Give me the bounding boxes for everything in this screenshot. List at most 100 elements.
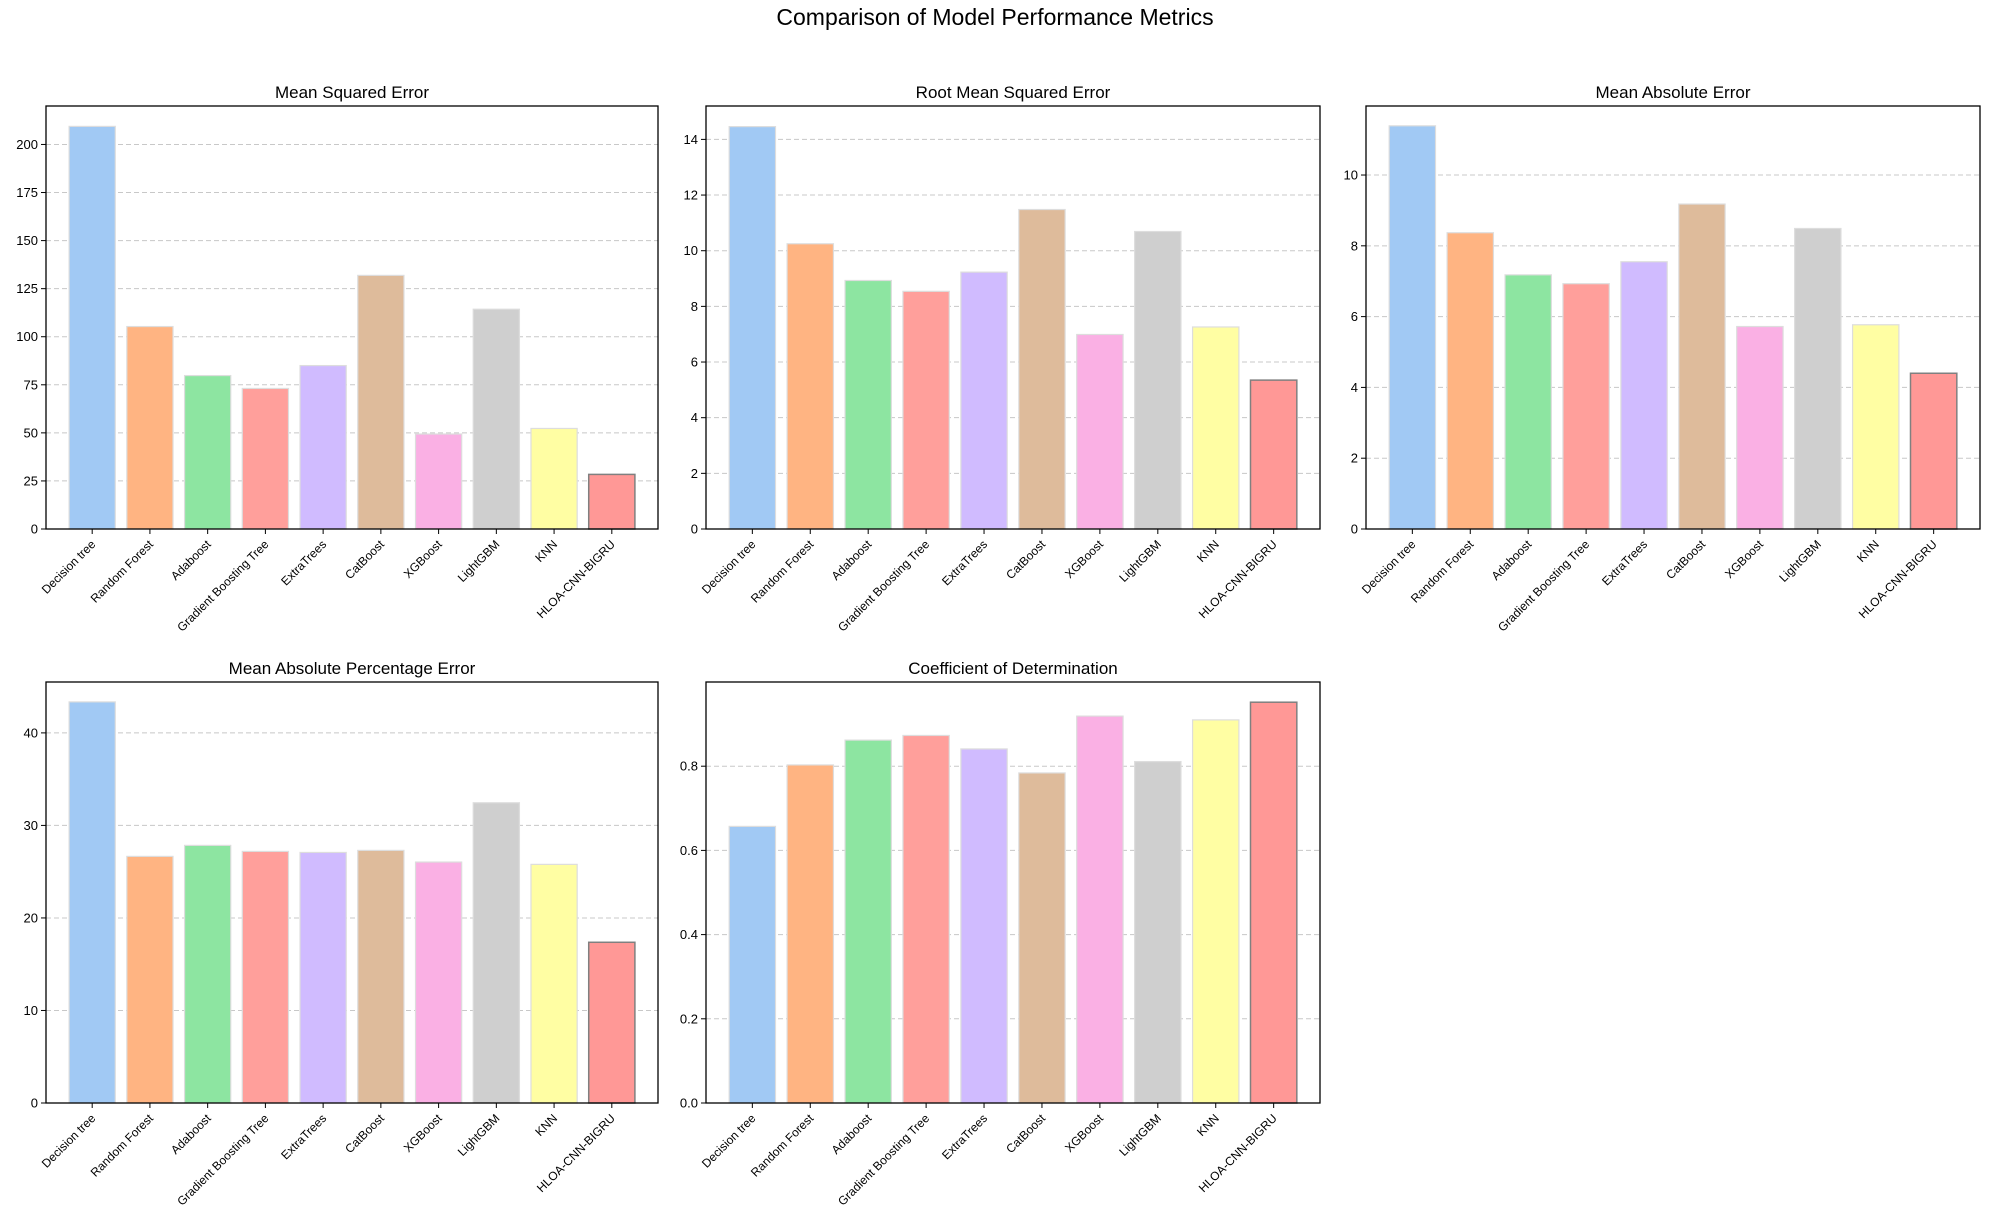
bar-decision-tree (1388, 125, 1437, 530)
bar-gradient-boosting-tree (1562, 283, 1610, 530)
bar-extratrees (299, 851, 347, 1104)
bar-extratrees (299, 364, 347, 530)
subplot-title: Mean Absolute Error (1596, 83, 1751, 102)
bar-catboost (357, 274, 405, 530)
x-tick-label: CatBoost (1663, 537, 1708, 582)
bar-decision-tree (68, 701, 116, 1104)
axes-frame (45, 105, 659, 530)
axes-frame (705, 105, 1321, 530)
x-tick-label: Adaboost (1489, 537, 1535, 583)
bar-xgboost (414, 861, 463, 1104)
bar-lightgbm (1134, 760, 1182, 1104)
bar-gradient-boosting-tree (241, 387, 290, 530)
x-tick-label: XGBoost (1062, 1111, 1106, 1155)
y-tick-label: 125 (16, 281, 38, 296)
x-tick-label: LightGBM (1776, 537, 1824, 585)
x-tick-label: CatBoost (1003, 1111, 1048, 1156)
x-tick-label: XGBoost (1722, 537, 1766, 581)
bar-adaboost (183, 844, 232, 1104)
y-tick-label: 8 (1351, 238, 1358, 253)
x-tick-label: ExtraTrees (278, 537, 329, 588)
x-tick-label: CatBoost (342, 537, 387, 582)
x-tick-label: KNN (532, 537, 560, 565)
x-tick-label: Adaboost (168, 1111, 214, 1157)
bar-extratrees (960, 748, 1008, 1104)
bar-hloa-cnn-bigru (1909, 372, 1958, 530)
bar-hloa-cnn-bigru (1249, 379, 1298, 530)
bar-gradient-boosting-tree (902, 290, 950, 530)
x-tick-label: KNN (1854, 537, 1882, 565)
y-tick-label: 0 (691, 522, 698, 537)
x-tick-label: KNN (532, 1111, 560, 1139)
axes-frame (1365, 105, 1981, 530)
bar-decision-tree (728, 125, 777, 530)
bar-random-forest (126, 325, 174, 530)
bar-catboost (1018, 772, 1066, 1104)
subplot-title: Mean Absolute Percentage Error (229, 659, 476, 678)
y-tick-label: 100 (16, 329, 38, 344)
y-tick-label: 50 (24, 425, 38, 440)
figure-title: Comparison of Model Performance Metrics (776, 4, 1214, 30)
y-tick-label: 0 (31, 1096, 38, 1111)
bar-catboost (357, 849, 405, 1104)
axes-frame (45, 681, 659, 1104)
bar-random-forest (126, 855, 174, 1104)
y-tick-label: 12 (684, 188, 698, 203)
y-tick-label: 2 (691, 466, 698, 481)
bar-xgboost (1076, 333, 1124, 530)
y-tick-label: 0 (31, 522, 38, 537)
y-tick-label: 30 (24, 818, 38, 833)
bar-random-forest (786, 243, 835, 530)
x-tick-label: KNN (1194, 537, 1222, 565)
y-tick-label: 20 (24, 910, 38, 925)
y-tick-label: 0 (1351, 522, 1358, 537)
y-tick-label: 0.8 (680, 759, 698, 774)
bar-xgboost (414, 433, 463, 530)
bar-decision-tree (728, 825, 777, 1104)
y-tick-label: 10 (1344, 168, 1358, 183)
bar-catboost (1018, 208, 1066, 530)
y-tick-label: 8 (691, 299, 698, 314)
y-tick-label: 150 (16, 233, 38, 248)
x-tick-label: ExtraTrees (939, 1111, 990, 1162)
subplot-title: Mean Squared Error (275, 83, 429, 102)
x-tick-label: XGBoost (401, 1111, 445, 1155)
x-tick-label: KNN (1194, 1111, 1222, 1139)
bar-lightgbm (472, 308, 521, 530)
bar-knn (1851, 324, 1900, 530)
x-tick-label: Decision tree (39, 537, 99, 597)
bar-xgboost (1736, 325, 1784, 530)
x-tick-label: LightGBM (1116, 1111, 1164, 1159)
bar-adaboost (1504, 274, 1552, 530)
x-tick-label: Adaboost (829, 1111, 875, 1157)
y-tick-label: 25 (24, 473, 38, 488)
bar-extratrees (1620, 261, 1668, 530)
x-tick-label: XGBoost (1062, 537, 1106, 581)
y-tick-label: 4 (1351, 380, 1358, 395)
bar-gradient-boosting-tree (902, 734, 950, 1104)
y-tick-label: 2 (1351, 451, 1358, 466)
y-tick-label: 0.0 (680, 1096, 698, 1111)
y-tick-label: 0.2 (680, 1011, 698, 1026)
x-tick-label: Adaboost (168, 537, 214, 583)
y-tick-label: 6 (1351, 309, 1358, 324)
x-tick-label: LightGBM (455, 537, 503, 585)
bar-adaboost (183, 374, 232, 530)
y-tick-label: 10 (684, 243, 698, 258)
x-tick-label: CatBoost (342, 1111, 387, 1156)
bar-lightgbm (472, 802, 521, 1104)
y-tick-label: 40 (24, 725, 38, 740)
axes-frame (705, 681, 1321, 1104)
bar-gradient-boosting-tree (241, 850, 290, 1104)
x-tick-label: Decision tree (699, 537, 759, 597)
y-tick-label: 4 (691, 410, 698, 425)
y-tick-label: 10 (24, 1003, 38, 1018)
y-tick-label: 6 (691, 355, 698, 370)
y-tick-label: 0.4 (680, 927, 698, 942)
bar-knn (530, 863, 578, 1104)
